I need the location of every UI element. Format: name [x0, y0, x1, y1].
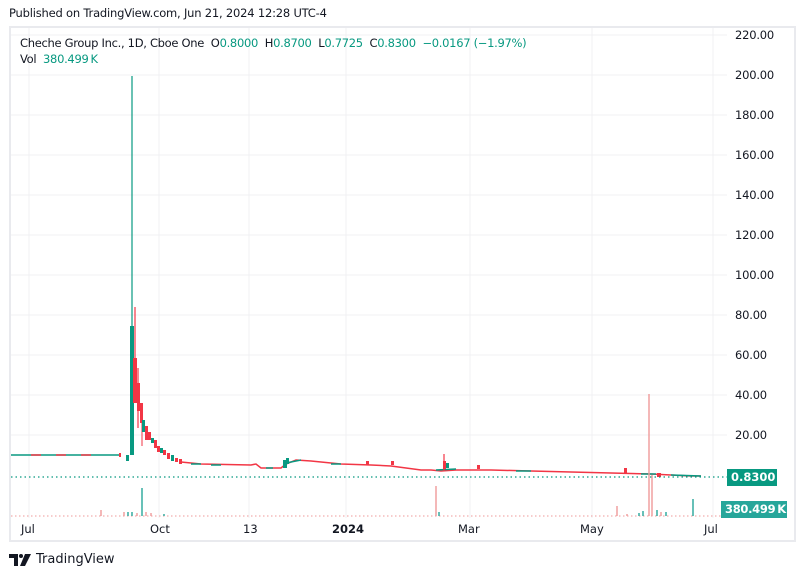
time-tick-year: 2024 — [332, 522, 365, 536]
close-value: 0.8300 — [377, 36, 416, 50]
price-tick: 140.00 — [735, 188, 775, 202]
change-value: −0.0167 (−1.97%) — [422, 36, 527, 50]
price-tick: 100.00 — [735, 268, 775, 282]
price-tick: 40.00 — [735, 388, 767, 402]
candlestick-chart — [11, 28, 727, 518]
price-tick: 120.00 — [735, 228, 775, 242]
price-tick: 200.00 — [735, 68, 775, 82]
tradingview-logo-icon — [9, 553, 31, 566]
open-value: 0.8000 — [219, 36, 259, 50]
volume-row: Vol 380.499 K — [20, 52, 98, 66]
chart-frame: Cheche Group Inc., 1D, Cboe One O0.8000 … — [9, 26, 796, 542]
tradingview-footer: TradingView — [9, 552, 115, 567]
time-tick: 13 — [243, 522, 258, 536]
price-tick: 80.00 — [735, 308, 767, 322]
chart-plot-area[interactable]: Cheche Group Inc., 1D, Cboe One O0.8000 … — [11, 28, 727, 540]
price-tick: 180.00 — [735, 108, 775, 122]
time-tick: Jul — [704, 522, 718, 536]
price-tick: 20.00 — [735, 428, 767, 442]
time-tick: Oct — [150, 522, 170, 536]
symbol-title: Cheche Group Inc., 1D, Cboe One — [20, 36, 205, 50]
tradingview-brand: TradingView — [36, 552, 115, 567]
time-tick: May — [580, 522, 604, 536]
current-price-label: 0.8300 — [727, 469, 777, 486]
current-volume-label: 380.499 K — [721, 501, 787, 518]
price-tick: 220.00 — [735, 28, 775, 42]
price-tick: 60.00 — [735, 348, 767, 362]
price-axis[interactable]: 220.00 200.00 180.00 160.00 140.00 120.0… — [721, 28, 794, 518]
chart-legend: Cheche Group Inc., 1D, Cboe One O0.8000 … — [20, 36, 527, 66]
high-value: 0.8700 — [273, 36, 312, 50]
time-tick: Jul — [21, 522, 35, 536]
price-tick: 160.00 — [735, 148, 775, 162]
volume-value: 380.499 K — [43, 52, 98, 66]
low-value: 0.7725 — [324, 36, 363, 50]
ohlc-row: Cheche Group Inc., 1D, Cboe One O0.8000 … — [20, 36, 527, 50]
published-caption: Published on TradingView.com, Jun 21, 20… — [9, 6, 327, 20]
time-tick: Mar — [458, 522, 480, 536]
